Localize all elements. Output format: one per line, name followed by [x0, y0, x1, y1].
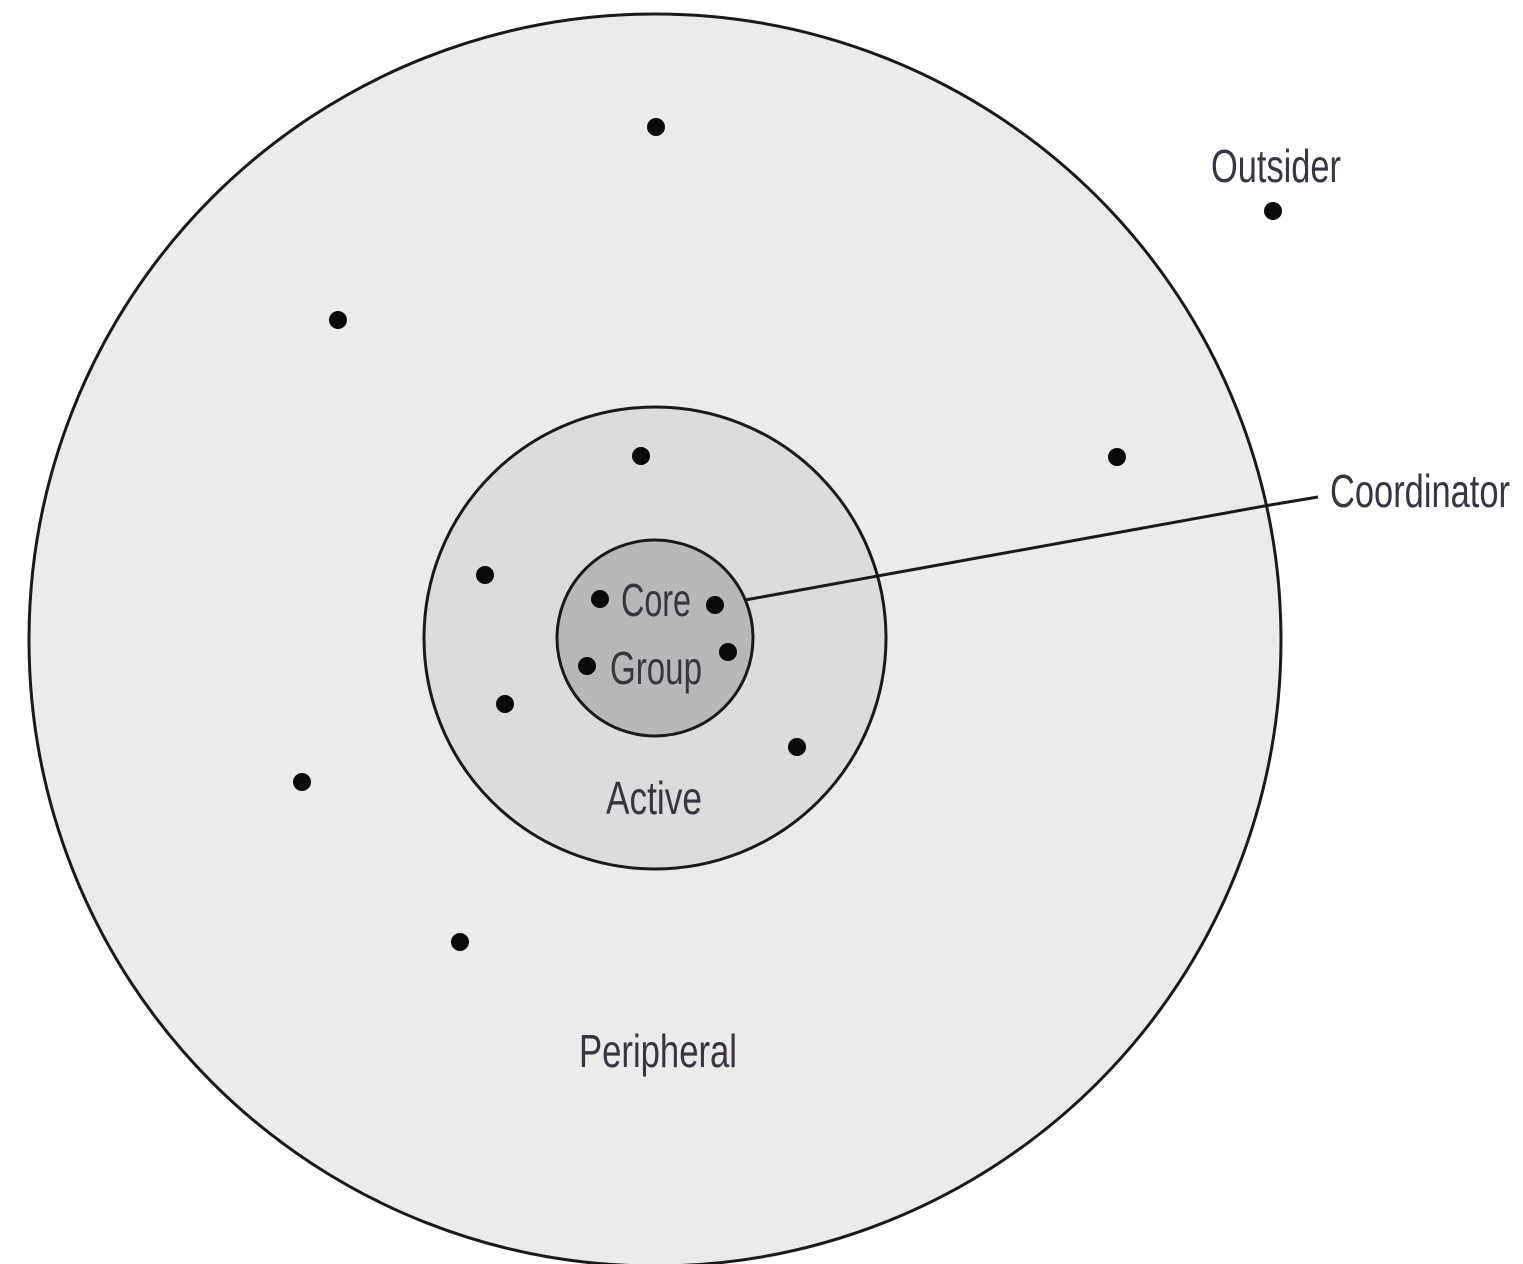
- active-member-dot: [632, 447, 650, 465]
- coordinator-leader-line: [744, 495, 1319, 602]
- core-group-ring: [555, 538, 755, 738]
- core-member-dot: [719, 643, 737, 661]
- group-label: Group: [610, 642, 702, 694]
- active-member-dot: [476, 566, 494, 584]
- active-member-dot: [496, 695, 514, 713]
- outsider-member-dot: [1264, 202, 1282, 220]
- active-label: Active: [606, 772, 702, 824]
- peripheral-member-dot: [451, 933, 469, 951]
- core-member-dot: [578, 657, 596, 675]
- core-member-dot: [591, 590, 609, 608]
- peripheral-member-dot: [293, 773, 311, 791]
- peripheral-label: Peripheral: [579, 1025, 737, 1077]
- peripheral-member-dot: [1108, 448, 1126, 466]
- core-label: Core: [621, 574, 691, 626]
- peripheral-member-dot: [647, 118, 665, 136]
- coordinator-label: Coordinator: [1330, 465, 1510, 517]
- active-member-dot: [788, 738, 806, 756]
- coordinator-dot: [706, 596, 724, 614]
- peripheral-member-dot: [329, 311, 347, 329]
- outsider-label: Outsider: [1211, 140, 1341, 192]
